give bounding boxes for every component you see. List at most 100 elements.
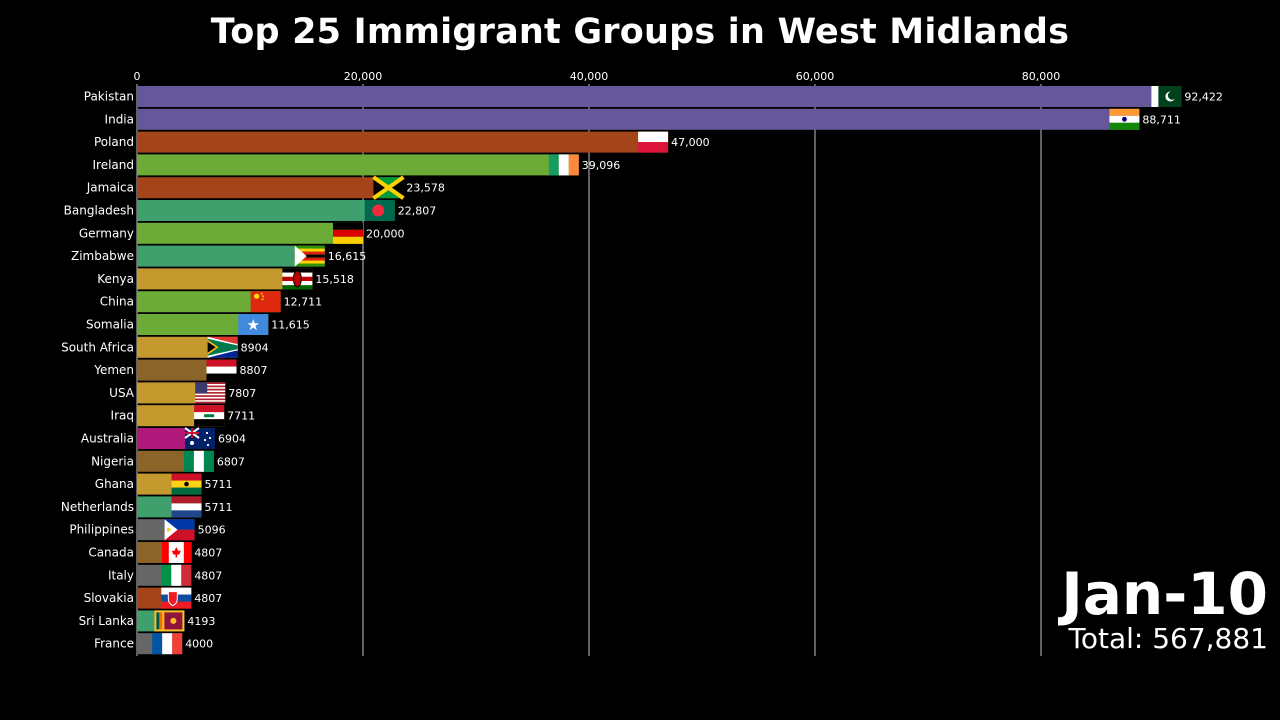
bar-row-zimbabwe: Zimbabwe 16,615: [71, 245, 367, 267]
chart-title: Top 25 Immigrant Groups in West Midlands: [210, 12, 1070, 52]
iraq-flag-icon: [194, 405, 225, 427]
somalia-flag-icon: [238, 314, 269, 335]
value-label: 7807: [228, 387, 256, 400]
x-tick-label: 20,000: [344, 70, 383, 83]
bar-row-pakistan: Pakistan 92,422: [84, 86, 1223, 107]
india-flag-icon: [1109, 108, 1140, 130]
value-label: 5096: [198, 524, 226, 537]
total-label: Total: 567,881: [1068, 622, 1268, 655]
netherlands-flag-icon: [171, 496, 202, 518]
germany-flag-icon: [333, 222, 363, 244]
value-label: 6807: [217, 455, 245, 468]
value-label: 16,615: [328, 250, 367, 263]
category-label: Slovakia: [84, 591, 134, 605]
bar-row-usa: USA 7807: [109, 382, 256, 404]
bar-row-iraq: Iraq 7711: [111, 405, 255, 427]
yemen-flag-icon: [206, 359, 237, 381]
bar-row-ghana: Ghana 5711: [95, 473, 233, 495]
value-label: 6904: [218, 433, 246, 446]
france-flag-icon: [152, 633, 183, 655]
category-label: Somalia: [86, 318, 134, 332]
category-label: Sri Lanka: [79, 614, 134, 628]
china-flag-icon: [250, 291, 281, 313]
value-label: 4807: [194, 592, 222, 605]
value-label: 15,518: [315, 273, 354, 286]
bar: [137, 222, 363, 244]
value-label: 39,096: [582, 159, 621, 172]
ireland-flag-icon: [548, 154, 579, 176]
bar-row-somalia: Somalia 11,615: [86, 314, 310, 335]
category-label: China: [100, 295, 134, 309]
bar-row-france: France 4000: [94, 633, 213, 655]
bar-row-sri-lanka: Sri Lanka 4193: [79, 610, 215, 632]
value-label: 4000: [185, 638, 213, 651]
bar-row-india: India 88,711: [105, 108, 1181, 130]
category-label: USA: [109, 386, 135, 400]
ghana-flag-icon: [171, 473, 202, 495]
category-label: Ghana: [95, 477, 134, 491]
value-label: 22,807: [398, 205, 437, 218]
bar-row-south-africa: South Africa 8904: [61, 336, 269, 358]
category-label: Pakistan: [84, 90, 134, 104]
category-label: Netherlands: [61, 500, 134, 514]
bar: [137, 131, 669, 153]
bar-row-germany: Germany 20,000: [79, 222, 405, 244]
category-label: Germany: [79, 226, 134, 240]
bar-row-italy: Italy 4807: [108, 564, 222, 586]
category-label: Jamaica: [86, 181, 134, 195]
bar: [137, 200, 395, 221]
slovakia-flag-icon: [161, 587, 192, 609]
bar: [137, 268, 313, 290]
bar-row-kenya: Kenya 15,518: [97, 268, 354, 290]
value-label: 20,000: [366, 227, 405, 240]
category-label: Philippines: [69, 523, 134, 537]
usa-flag-icon: [195, 382, 226, 404]
category-label: Nigeria: [91, 454, 134, 468]
period-label: Jan-10: [1061, 560, 1268, 628]
category-label: Australia: [81, 432, 134, 446]
australia-flag-icon: [184, 427, 216, 449]
nigeria-flag-icon: [183, 450, 214, 472]
value-label: 5711: [205, 478, 233, 491]
bar: [137, 291, 281, 313]
bar-row-slovakia: Slovakia 4807: [84, 587, 222, 609]
bar-row-canada: Canada 4807: [88, 542, 222, 563]
category-label: Yemen: [93, 363, 134, 377]
category-label: Canada: [88, 546, 134, 560]
poland-flag-icon: [638, 131, 669, 153]
category-label: Bangladesh: [64, 204, 134, 218]
category-label: France: [94, 637, 134, 651]
sri-lanka-flag-icon: [154, 610, 185, 632]
value-label: 12,711: [284, 296, 323, 309]
x-tick-label: 40,000: [570, 70, 609, 83]
bar-row-china: China 12,711: [100, 291, 323, 313]
value-label: 4807: [194, 569, 222, 582]
bar-row-philippines: Philippines 5096: [69, 519, 226, 541]
bar: [137, 86, 1182, 107]
bar-row-nigeria: Nigeria 6807: [91, 450, 245, 472]
category-label: Iraq: [111, 409, 134, 423]
bar: [137, 314, 269, 335]
x-tick-label: 60,000: [796, 70, 835, 83]
bangladesh-flag-icon: [364, 200, 395, 221]
bar-row-ireland: Ireland 39,096: [92, 154, 621, 176]
philippines-flag-icon: [164, 519, 195, 541]
jamaica-flag-icon: [372, 175, 405, 200]
value-label: 8807: [240, 364, 268, 377]
bar-row-yemen: Yemen 8807: [93, 359, 268, 381]
value-label: 23,578: [406, 182, 445, 195]
category-label: Kenya: [97, 272, 134, 286]
italy-flag-icon: [161, 564, 192, 586]
bar: [137, 108, 1140, 130]
bar-row-bangladesh: Bangladesh 22,807: [64, 200, 437, 221]
category-label: Ireland: [92, 158, 134, 172]
south-africa-flag-icon: [207, 336, 238, 358]
bar: [137, 177, 404, 199]
x-tick-label: 80,000: [1022, 70, 1061, 83]
value-label: 4193: [187, 615, 215, 628]
kenya-flag-icon: [282, 268, 313, 290]
bar-row-netherlands: Netherlands 5711: [61, 496, 233, 518]
pakistan-flag-icon: [1151, 86, 1182, 107]
value-label: 88,711: [1142, 113, 1181, 126]
